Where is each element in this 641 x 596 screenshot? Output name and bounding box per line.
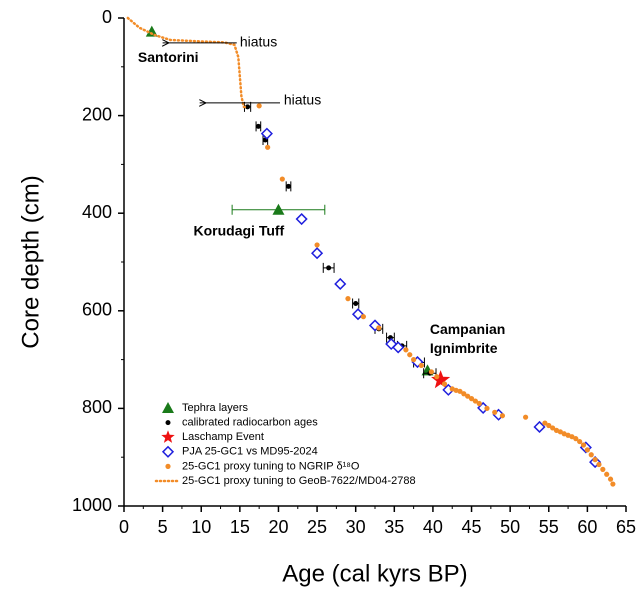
circle-marker xyxy=(523,414,529,420)
circle-marker xyxy=(468,396,475,402)
circle-marker xyxy=(279,176,285,182)
circle-marker xyxy=(600,466,606,472)
diamond-marker xyxy=(311,247,324,260)
x-tick-label: 65 xyxy=(616,517,636,537)
dot-marker xyxy=(245,104,251,110)
circle-marker xyxy=(596,461,602,468)
annotation: hiatus xyxy=(240,34,277,50)
circle-marker xyxy=(546,422,552,429)
circle-marker xyxy=(441,381,448,387)
diamond-marker xyxy=(533,420,546,434)
annotation: Korudagi Tuff xyxy=(194,222,285,238)
y-tick-label: 1000 xyxy=(72,495,112,515)
circle-marker xyxy=(577,438,583,445)
legend-symbol xyxy=(161,445,175,458)
circle-marker xyxy=(557,429,563,435)
circle-marker xyxy=(457,388,463,394)
legend-label: PJA 25-GC1 vs MD95-2024 xyxy=(182,446,318,458)
star-marker xyxy=(431,370,451,389)
dot-marker xyxy=(326,265,332,271)
circle-marker xyxy=(345,296,351,302)
legend-label: 25-GC1 proxy tuning to GeoB-7622/MD04-27… xyxy=(182,475,416,487)
legend-label: 25-GC1 proxy tuning to NGRIP δ¹⁸O xyxy=(182,460,360,472)
circle-marker xyxy=(376,325,382,331)
circle-marker xyxy=(418,362,424,369)
legend-symbol xyxy=(162,402,174,413)
circle-marker xyxy=(499,413,506,419)
x-tick-label: 35 xyxy=(384,517,404,537)
annotation: Ignimbrite xyxy=(430,340,498,356)
circle-marker xyxy=(607,476,614,482)
y-tick-label: 800 xyxy=(82,397,112,417)
diamond-marker xyxy=(295,212,308,226)
dotted-line xyxy=(126,16,249,109)
circle-marker xyxy=(360,314,367,320)
annotation: hiatus xyxy=(284,92,321,108)
circle-marker xyxy=(465,393,471,399)
legend-symbol xyxy=(165,420,171,426)
x-tick-label: 15 xyxy=(230,517,250,537)
legend-label: Tephra layers xyxy=(182,402,249,414)
circle-marker xyxy=(588,452,594,458)
legend-label: calibrated radiocarbon ages xyxy=(182,417,318,429)
circle-marker xyxy=(472,398,478,404)
x-tick-label: 40 xyxy=(423,517,443,537)
x-tick-label: 50 xyxy=(500,517,520,537)
x-tick-label: 20 xyxy=(268,517,288,537)
circle-marker xyxy=(569,434,575,440)
circle-marker xyxy=(584,447,590,453)
circle-marker xyxy=(411,357,417,363)
triangle-marker xyxy=(272,203,285,215)
circle-marker xyxy=(407,352,413,358)
circle-marker xyxy=(592,457,598,463)
circle-marker xyxy=(484,405,490,411)
annotation: Santorini xyxy=(138,49,199,65)
dot-marker xyxy=(255,123,261,129)
x-tick-label: 45 xyxy=(462,517,482,537)
x-tick-label: 5 xyxy=(158,517,168,537)
diamond-marker xyxy=(351,308,365,321)
dot-marker xyxy=(353,300,359,306)
diamond-marker xyxy=(392,341,405,354)
circle-marker xyxy=(314,242,320,248)
x-tick-label: 25 xyxy=(307,517,327,537)
y-tick-label: 200 xyxy=(82,104,112,124)
y-tick-label: 0 xyxy=(102,7,112,27)
circle-marker xyxy=(492,409,498,415)
circle-marker xyxy=(461,391,467,397)
legend: Tephra layers calibrated radiocarbon ages… xyxy=(154,402,416,487)
x-tick-label: 0 xyxy=(119,517,129,537)
circle-marker xyxy=(476,400,482,407)
x-axis-title: Age (cal kyrs BP) xyxy=(282,560,467,587)
circle-marker xyxy=(573,436,579,442)
y-tick-label: 400 xyxy=(82,202,112,222)
y-axis-title: Core depth (cm) xyxy=(17,175,44,348)
legend-label: Laschamp Event xyxy=(182,431,264,443)
dot-marker xyxy=(286,183,292,189)
legend-symbol xyxy=(161,430,175,443)
circle-marker xyxy=(550,425,556,431)
circle-marker xyxy=(434,374,440,380)
x-tick-label: 10 xyxy=(191,517,211,537)
diamond-marker xyxy=(260,127,273,140)
circle-marker xyxy=(256,103,262,109)
y-tick-label: 600 xyxy=(82,300,112,320)
diamond-marker xyxy=(334,277,347,291)
x-tick-label: 55 xyxy=(539,517,559,537)
circle-marker xyxy=(580,442,587,448)
x-tick-label: 30 xyxy=(346,517,366,537)
circle-marker xyxy=(604,471,610,477)
circle-marker xyxy=(265,144,271,150)
circle-marker xyxy=(428,369,434,375)
legend-symbol xyxy=(165,463,171,469)
circle-marker xyxy=(403,347,409,353)
x-tick-label: 60 xyxy=(577,517,597,537)
circle-marker xyxy=(542,420,548,426)
circle-marker xyxy=(610,481,616,487)
annotation: Campanian xyxy=(430,321,505,337)
